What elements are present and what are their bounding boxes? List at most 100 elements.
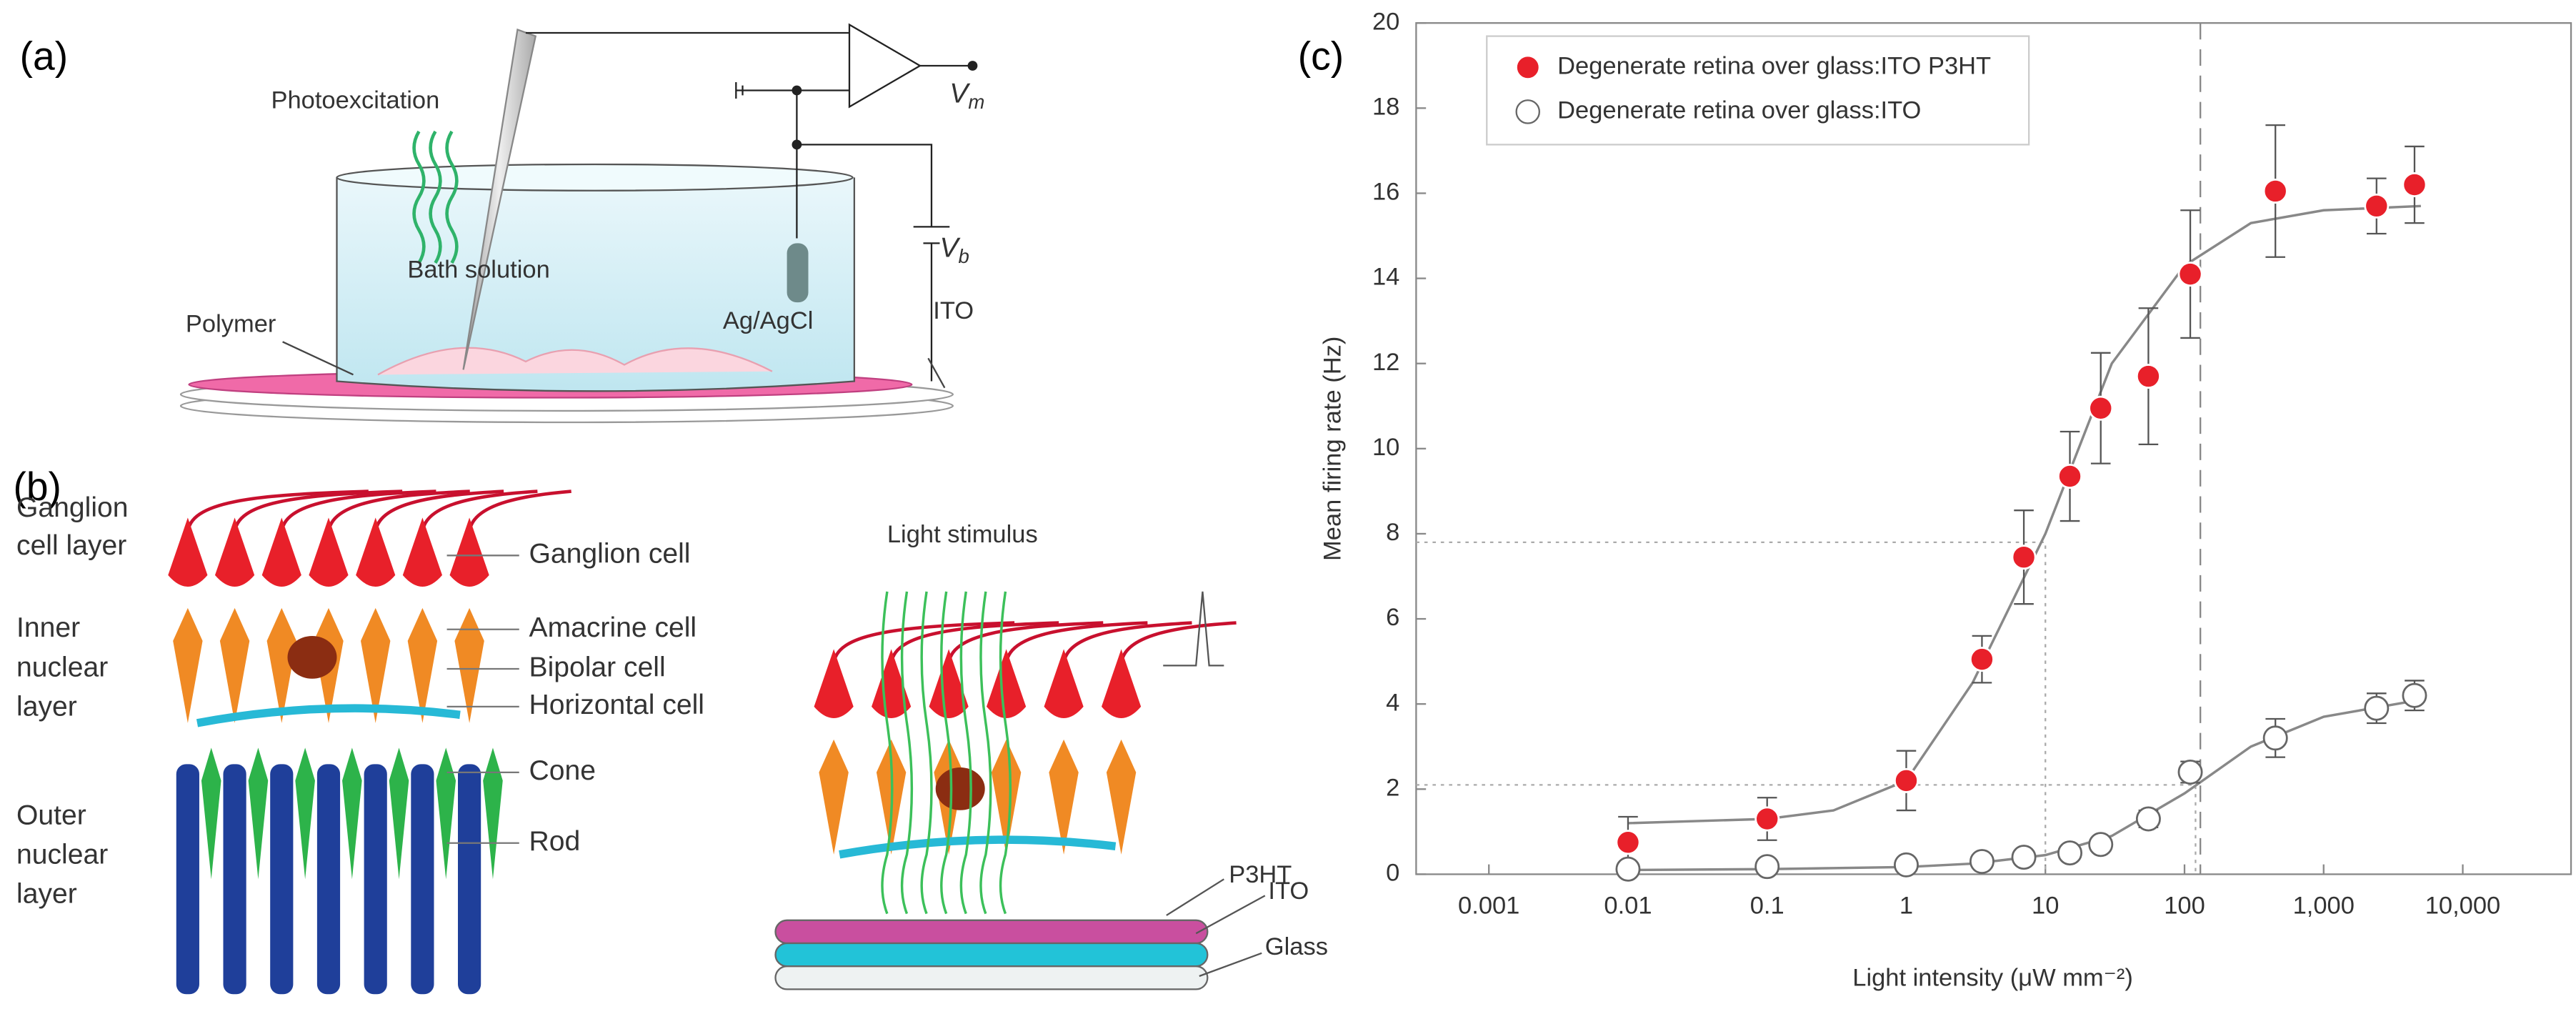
axon [832,621,1015,666]
layer-label: Ganglion [16,492,128,523]
point [2402,172,2427,198]
cone [342,747,362,880]
axon [467,489,571,535]
rod [458,764,481,995]
bipolar [454,607,484,723]
y-tick-label: 4 [1386,689,1399,716]
point [2011,845,2037,870]
label: Photoexcitation [271,87,440,114]
point [2402,682,2427,708]
axon [947,621,1104,666]
point [2011,545,2037,570]
point [2057,840,2083,866]
ganglion [402,517,442,587]
bipolar [407,607,438,723]
layer-label: nuclear [16,652,108,682]
point [1615,830,1641,855]
cone [389,747,409,880]
point [1754,854,1780,880]
leaders [1163,591,1266,978]
rod [316,764,341,995]
label: Light stimulus [887,521,1038,548]
label: P3HT [1229,861,1292,888]
x-tick-label: 10 [2032,893,2059,920]
p3ht-layer [774,919,1209,945]
cell-label: Cone [529,755,596,786]
guide-line [1416,784,2197,875]
rod [223,764,246,995]
ganglion [309,517,349,587]
cell-label: Horizontal cell [529,690,704,720]
horizontal [196,704,461,727]
y-tick-label: 8 [1386,519,1399,546]
setup-diagram [179,23,978,424]
point [2135,364,2161,389]
legend-box [1486,35,2030,146]
x-tick-label: 1 [1899,893,1913,920]
legend-marker [1515,55,1540,80]
y-tick-label: 6 [1386,604,1399,631]
axon [233,489,403,535]
rod [270,764,294,995]
label: V [939,233,961,264]
y-axis-label: Mean firing rate (Hz) [1319,337,1347,561]
point [1969,849,1995,875]
y-tick-label: 16 [1372,179,1399,206]
bipolar [1106,739,1137,855]
y-tick-label: 0 [1386,860,1399,887]
bipolar [360,607,391,723]
x-tick-label: 1,000 [2293,893,2355,920]
rod [411,764,434,995]
legend-label: Degenerate retina over glass:ITO P3HT [1557,52,1991,79]
legend-marker [1515,99,1540,124]
cell-label: Ganglion cell [529,539,691,570]
plot-frame [1415,22,2572,875]
ganglion [356,517,396,587]
axon [421,489,538,535]
axon [326,489,470,535]
x-tick-label: 100 [2164,893,2205,920]
y-tick-label: 12 [1372,349,1399,376]
cone [483,747,503,880]
legend-label: Degenerate retina over glass:ITO [1557,96,1921,124]
panel-label: (a) [20,34,68,78]
cone [201,747,221,880]
point [2135,806,2161,832]
layer-label: layer [16,691,77,722]
axon [279,489,436,535]
point [2177,262,2203,287]
axon [1062,621,1192,666]
y-tick-label: 20 [1372,8,1399,35]
y-tick-label: 2 [1386,774,1399,801]
glass-layer [774,965,1209,990]
axon [186,489,369,535]
bipolar [173,607,203,723]
ganglion [1101,649,1142,718]
light-ray [920,591,933,915]
cone [248,747,269,880]
bipolar [219,607,250,723]
layer-label: cell layer [16,530,126,561]
panel-label: (b) [13,464,61,509]
rod [176,764,199,995]
x-tick-label: 0.01 [1604,893,1652,920]
axon [889,621,1059,666]
light-ray [881,591,894,915]
point [1893,852,1919,878]
ganglion [261,517,301,587]
x-tick-label: 10,000 [2425,893,2500,920]
ganglion [168,517,208,587]
guide-line [1416,541,2047,875]
ganglion [449,517,489,587]
ganglion [929,649,969,718]
x-axis-label: Light intensity (μW mm⁻²) [1852,965,2133,992]
y-tick-label: 10 [1372,434,1399,461]
bipolar [1049,739,1079,855]
point [2088,832,2114,858]
amacrine [287,635,337,679]
light-ray [959,591,972,915]
cell-label: Bipolar cell [529,652,666,682]
amacrine [935,767,985,810]
